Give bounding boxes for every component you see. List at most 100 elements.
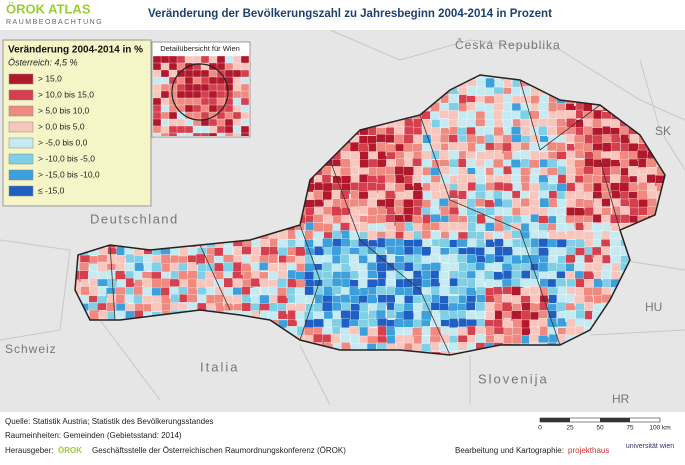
legend-label: > 5,0 bis 10,0 <box>38 105 90 115</box>
footer-credit1: projekthaus <box>568 446 609 455</box>
municipality <box>330 333 342 345</box>
footer-credit2: universität wien <box>626 443 674 450</box>
inset-cell <box>168 132 179 136</box>
municipality <box>601 246 612 257</box>
municipality <box>475 126 485 137</box>
inset-cell <box>224 69 235 79</box>
legend-title: Veränderung 2004-2014 in % <box>8 45 143 56</box>
inset-cell <box>184 90 195 100</box>
inset-cell <box>232 132 243 136</box>
inset-cell <box>153 56 163 65</box>
inset-cell <box>192 97 203 107</box>
legend-swatch <box>8 105 34 117</box>
municipality <box>313 318 324 329</box>
inset-cell <box>168 83 179 93</box>
inset-cell <box>224 125 235 135</box>
municipality <box>268 286 278 296</box>
municipality <box>646 174 656 184</box>
inset-cell <box>200 125 211 135</box>
municipality <box>421 294 433 303</box>
municipality <box>584 157 595 168</box>
municipality <box>457 141 470 151</box>
scale-label: 50 <box>596 425 604 432</box>
scale-bar: 0 25 50 75 100 km <box>538 417 671 432</box>
municipality <box>151 302 163 312</box>
footer-publisher-logo: ÖROK <box>58 446 82 455</box>
country-label: Deutschland <box>90 211 179 226</box>
inset-cell <box>232 111 243 121</box>
inset-cell <box>184 132 195 136</box>
municipality <box>529 286 540 296</box>
inset-cell <box>184 69 195 79</box>
inset-cell <box>168 62 179 72</box>
inset-title: Detailübersicht für Wien <box>160 44 240 53</box>
inset-cell <box>160 56 171 65</box>
inset-cell <box>232 62 243 72</box>
country-label: Slovenija <box>478 371 549 386</box>
municipality <box>502 246 514 256</box>
municipality <box>340 253 351 264</box>
inset-cell <box>216 90 227 100</box>
legend-swatch <box>8 153 34 165</box>
inset-cell <box>208 56 219 65</box>
municipality <box>223 246 233 255</box>
municipality <box>475 310 485 320</box>
country-label: HU <box>645 300 662 314</box>
legend-subtitle: Österreich: 4,5 % <box>8 57 78 67</box>
municipality <box>520 118 531 128</box>
municipality <box>421 230 432 240</box>
inset-cell <box>208 97 219 107</box>
municipality <box>465 301 476 311</box>
footer-source: Quelle: Statistik Austria; Statistik des… <box>5 417 214 426</box>
municipality <box>321 174 332 184</box>
inset-cell <box>192 76 203 86</box>
municipality <box>584 254 594 263</box>
inset-cell <box>192 90 203 100</box>
inset-cell <box>160 76 171 86</box>
inset-cell <box>168 111 179 121</box>
municipality <box>565 254 576 264</box>
neighbour-borders <box>0 29 685 406</box>
inset-cell <box>200 132 211 136</box>
inset-cell <box>176 118 187 128</box>
legend-swatch <box>8 89 34 101</box>
inset-cell <box>224 118 235 128</box>
inset-cell <box>200 97 211 107</box>
inset-cell <box>232 56 243 65</box>
country-label: Italia <box>200 359 239 374</box>
footer-publisher: Geschäftsstelle der Österreichischen Rau… <box>92 446 346 455</box>
municipality <box>521 126 532 136</box>
inset-cell <box>160 132 171 136</box>
inset-cell <box>184 76 195 86</box>
municipality <box>538 190 550 199</box>
inset-cell <box>153 83 163 93</box>
inset-cell <box>153 76 163 86</box>
inset-cell <box>160 83 171 93</box>
inset-cell <box>240 97 249 107</box>
inset-cell <box>216 62 227 72</box>
municipality <box>564 191 577 201</box>
municipality <box>313 214 324 223</box>
inset-cell <box>160 118 171 128</box>
inset-cell <box>153 62 163 72</box>
inset-cell <box>216 83 227 93</box>
municipality <box>133 294 143 304</box>
footer-publisher-label: Herausgeber: <box>5 446 53 455</box>
inset-cell <box>240 104 249 114</box>
municipality <box>584 302 594 312</box>
municipality <box>367 198 377 208</box>
state-borders <box>109 79 621 356</box>
inset-cell <box>160 97 171 107</box>
legend-swatch <box>8 121 34 133</box>
inset-cell <box>216 132 227 136</box>
inset-cell <box>224 62 235 72</box>
municipality <box>403 327 414 336</box>
municipality <box>484 222 496 232</box>
inset-cell <box>176 125 187 135</box>
inset-cell <box>216 56 227 65</box>
inset-cell <box>200 76 211 86</box>
header-bar <box>0 0 685 30</box>
legend-swatch <box>8 169 34 181</box>
municipality <box>413 303 423 313</box>
